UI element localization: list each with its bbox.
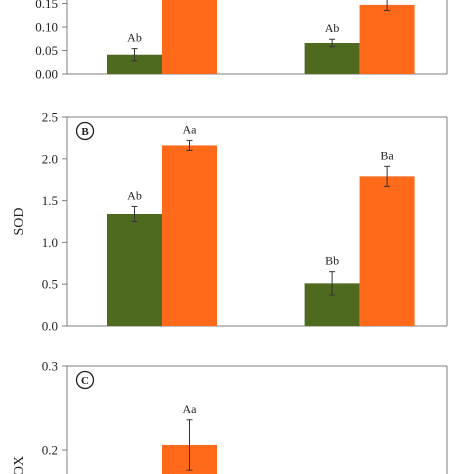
data-label: Ab bbox=[325, 21, 340, 35]
y-axis-label: OX bbox=[12, 456, 27, 474]
y-tick-label: 0.0 bbox=[42, 319, 58, 334]
bar bbox=[162, 145, 217, 326]
data-label: Ab bbox=[127, 188, 142, 202]
y-tick-label: 0.3 bbox=[42, 359, 58, 374]
bar bbox=[359, 176, 415, 326]
bar bbox=[304, 42, 360, 74]
y-tick-label: 0.00 bbox=[35, 67, 58, 82]
bar bbox=[107, 54, 162, 74]
y-tick-label: 1.0 bbox=[42, 235, 58, 250]
panel-badge bbox=[75, 121, 95, 141]
y-tick-label: 0.10 bbox=[35, 20, 58, 35]
data-label: Aa bbox=[183, 402, 198, 416]
data-label: Ab bbox=[127, 31, 142, 45]
y-tick-label: 0.15 bbox=[35, 0, 58, 11]
y-tick-label: 1.5 bbox=[42, 193, 58, 208]
y-axis-label: SOD bbox=[12, 207, 27, 235]
panel-letter: C bbox=[81, 375, 89, 387]
y-tick-label: 0.5 bbox=[42, 277, 58, 292]
panel-letter: B bbox=[81, 126, 89, 138]
y-tick-label: 0.05 bbox=[35, 43, 58, 58]
bar bbox=[107, 213, 162, 326]
bar bbox=[162, 0, 217, 74]
y-tick-label: 2.0 bbox=[42, 151, 58, 166]
data-label: Bb bbox=[325, 254, 339, 268]
data-label: Ba bbox=[380, 148, 394, 162]
bar bbox=[359, 4, 415, 74]
data-label: Aa bbox=[183, 122, 198, 136]
panel-badge bbox=[75, 370, 95, 390]
y-tick-label: 2.5 bbox=[42, 110, 58, 125]
y-tick-label: 0.2 bbox=[42, 443, 58, 458]
